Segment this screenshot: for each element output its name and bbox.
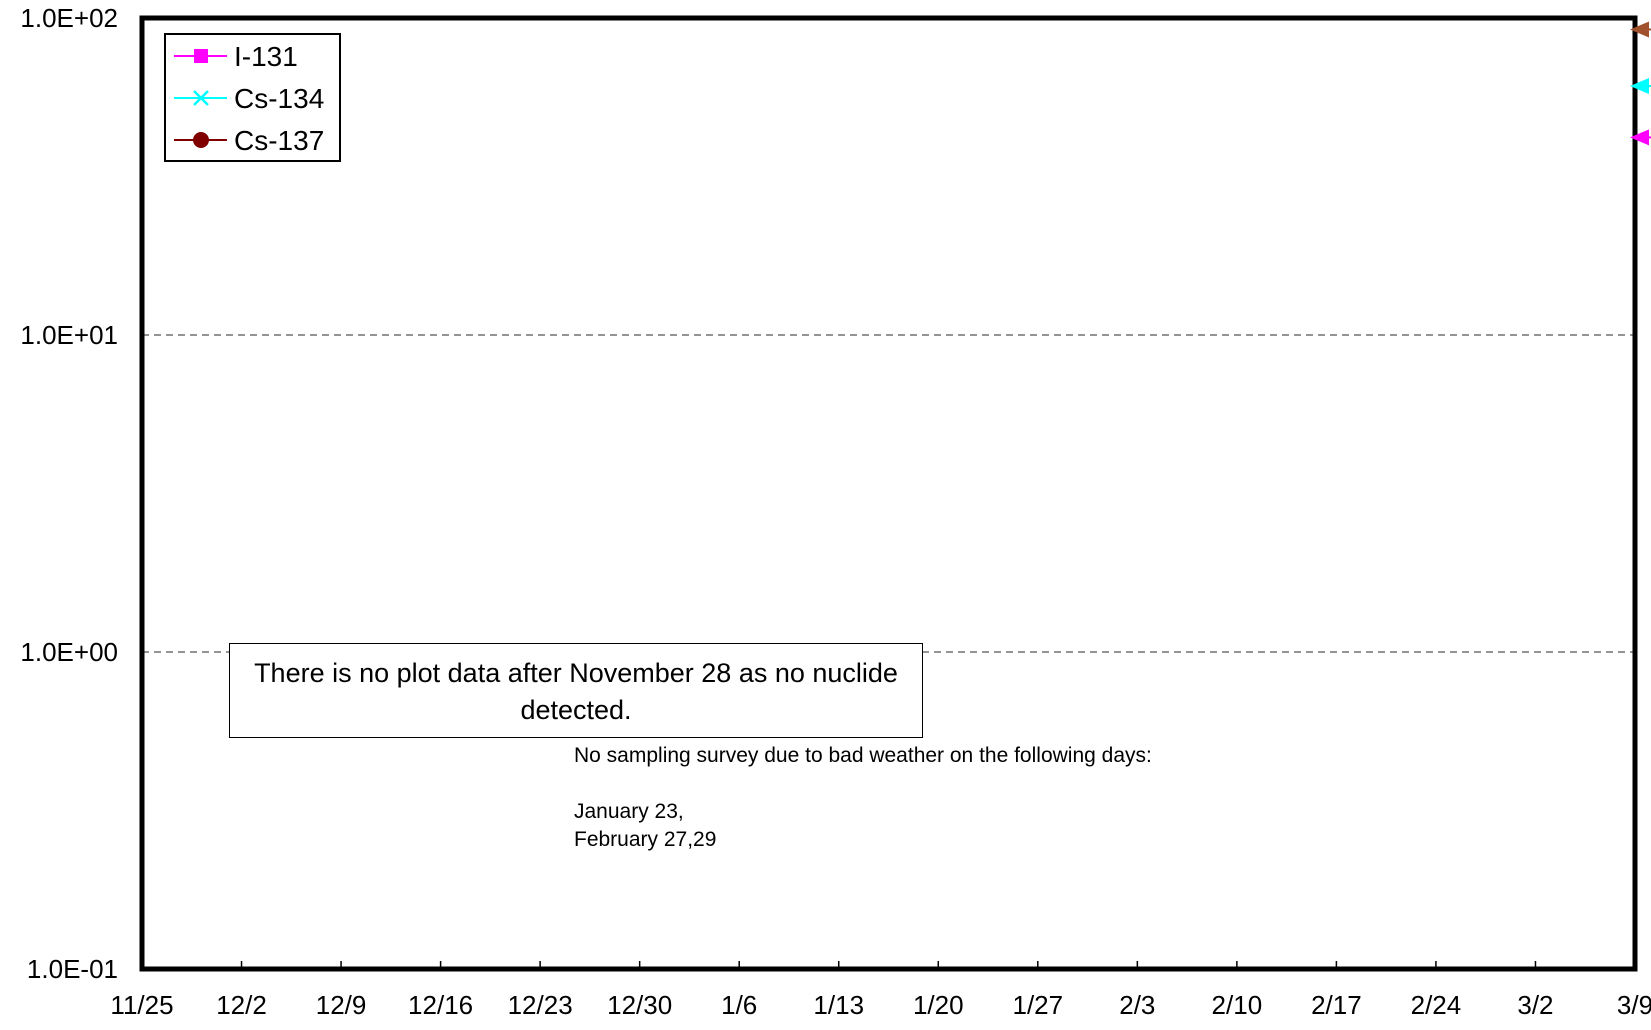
survey-note: No sampling survey due to bad weather on… bbox=[574, 742, 1294, 854]
x-tick-label: 12/23 bbox=[508, 990, 573, 1020]
legend-item-cs137: Cs-137 bbox=[174, 125, 324, 156]
x-tick-label: 1/27 bbox=[1012, 990, 1063, 1020]
grid-lines bbox=[142, 334, 1635, 653]
x-tick-label: 12/9 bbox=[316, 990, 367, 1020]
x-tick-label: 2/17 bbox=[1311, 990, 1362, 1020]
y-axis: 1.0E-01 1.0E+00 1.0E+01 1.0E+02 bbox=[20, 3, 118, 984]
square-marker-icon bbox=[194, 49, 208, 63]
plot-area bbox=[139, 15, 1638, 972]
survey-note-text: No sampling survey due to bad weather on… bbox=[574, 744, 1152, 767]
no-data-note: There is no plot data after November 28 … bbox=[229, 643, 923, 738]
legend-label-i131: I-131 bbox=[234, 41, 298, 72]
x-axis: 11/25 12/2 12/9 12/16 12/23 12/30 1/6 1/13 1/20 1… bbox=[110, 961, 1651, 1020]
legend-label-cs137: Cs-137 bbox=[234, 125, 324, 156]
legend-item-i131: I-131 bbox=[174, 41, 298, 72]
edge-markers bbox=[1630, 21, 1651, 146]
y-tick-label: 1.0E+00 bbox=[20, 637, 118, 667]
x-tick-label: 12/16 bbox=[408, 990, 473, 1020]
x-tick-label: 3/2 bbox=[1517, 990, 1553, 1020]
y-tick-label: 1.0E+02 bbox=[20, 3, 118, 33]
legend: I-131 Cs-134 Cs-137 bbox=[164, 33, 341, 162]
x-tick-label: 2/10 bbox=[1212, 990, 1263, 1020]
x-tick-label: 1/20 bbox=[913, 990, 964, 1020]
survey-date-2: February 27,29 bbox=[574, 828, 717, 851]
x-tick-label: 3/9 bbox=[1617, 990, 1651, 1020]
x-tick-label: 1/6 bbox=[721, 990, 757, 1020]
survey-date-1: January 23, bbox=[574, 800, 684, 823]
x-tick-label: 12/2 bbox=[216, 990, 267, 1020]
y-tick-label: 1.0E-01 bbox=[27, 954, 118, 984]
x-tick-label: 12/30 bbox=[607, 990, 672, 1020]
x-tick-label: 2/24 bbox=[1411, 990, 1462, 1020]
x-tick-label: 1/13 bbox=[813, 990, 864, 1020]
legend-item-cs134: Cs-134 bbox=[174, 83, 324, 114]
x-marker-icon bbox=[193, 90, 209, 106]
spacer bbox=[574, 770, 1294, 798]
x-tick-label: 11/25 bbox=[110, 990, 173, 1020]
legend-label-cs134: Cs-134 bbox=[234, 83, 324, 114]
y-tick-label: 1.0E+01 bbox=[20, 320, 118, 350]
x-tick-label: 2/3 bbox=[1119, 990, 1155, 1020]
circle-marker-icon bbox=[193, 132, 209, 148]
